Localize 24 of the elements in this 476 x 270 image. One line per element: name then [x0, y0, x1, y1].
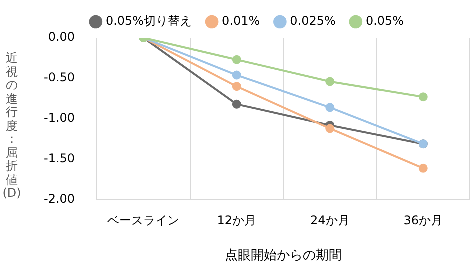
y-tick-label: -1.50 [44, 152, 76, 166]
x-tick-label: ベースライン [108, 213, 180, 228]
x-tick-label: 24か月 [310, 213, 350, 228]
x-tick-label: 12か月 [217, 213, 257, 228]
y-tick-label: -1.00 [44, 111, 76, 126]
point [232, 82, 242, 92]
point [326, 124, 335, 134]
point [418, 92, 428, 102]
legend-label: 0.05% [366, 14, 404, 28]
y-tick-label: -0.50 [44, 70, 76, 85]
point [418, 164, 428, 173]
y-tick-label: 0.00 [48, 30, 76, 44]
point [232, 55, 242, 64]
legend-label: 0.05%切り替え [106, 14, 192, 28]
point [232, 70, 242, 80]
point [326, 77, 335, 86]
legend-label: 0.025% [290, 14, 336, 28]
legend-label: 0.01% [222, 14, 260, 28]
point [326, 103, 335, 112]
y-tick-label: -2.00 [44, 192, 76, 206]
x-axis-title: 点眼開始からの期間 [225, 248, 342, 264]
text: 近視の進行度：屈折値(D) [2, 51, 22, 200]
x-tick-label: 36か月 [404, 213, 444, 228]
point [232, 100, 242, 109]
